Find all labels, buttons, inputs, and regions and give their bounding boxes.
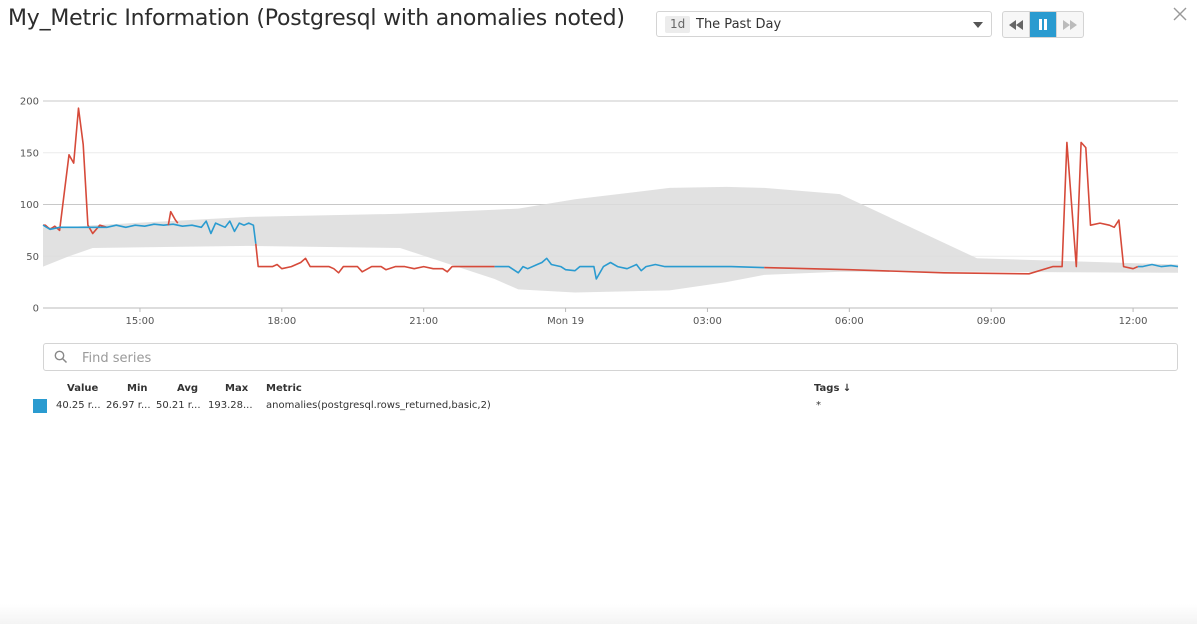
page-title: My_Metric Information (Postgresql with a… xyxy=(8,6,625,31)
search-icon xyxy=(54,350,68,364)
find-series-box xyxy=(43,343,1178,371)
anomaly-band xyxy=(43,186,1178,293)
series-line-anomaly xyxy=(255,243,495,274)
pause-button[interactable] xyxy=(1030,12,1057,37)
legend-header-metric[interactable]: Metric xyxy=(266,383,302,394)
rewind-button[interactable] xyxy=(1003,12,1030,37)
legend-cell-tags: * xyxy=(816,400,821,411)
x-tick-label: 21:00 xyxy=(409,316,438,327)
y-tick-label: 150 xyxy=(20,148,39,159)
series-line-anomaly xyxy=(764,141,1139,275)
rewind-icon xyxy=(1009,19,1023,30)
legend-header-value[interactable]: Value xyxy=(67,383,99,394)
legend-header-tags[interactable]: Tags ↓ xyxy=(814,383,852,394)
series-line-normal xyxy=(42,220,257,244)
playback-controls xyxy=(1002,11,1084,38)
series-line-anomaly xyxy=(43,107,108,235)
chevron-down-icon[interactable] xyxy=(973,22,983,28)
legend-cell-value: 40.25 r... xyxy=(56,400,101,411)
series-line-normal xyxy=(494,257,765,280)
x-tick-label: Mon 19 xyxy=(547,316,584,327)
x-tick-label: 15:00 xyxy=(126,316,155,327)
x-tick-label: 09:00 xyxy=(977,316,1006,327)
series-color-swatch[interactable] xyxy=(33,399,47,413)
timeseries-chart: 0 50 100 150 200 15:00 18:00 21:00 Mon 19 03:00 06… xyxy=(20,97,1179,327)
fast-forward-icon xyxy=(1063,19,1077,30)
y-tick-label: 0 xyxy=(33,304,39,315)
timeframe-selector[interactable]: 1d The Past Day xyxy=(656,11,992,37)
x-tick-label: 18:00 xyxy=(267,316,296,327)
legend-header-max[interactable]: Max xyxy=(225,383,249,394)
footer-bar xyxy=(0,604,1197,624)
timeframe-badge: 1d xyxy=(665,16,691,33)
legend-cell-min: 26.97 r... xyxy=(106,400,151,411)
y-tick-label: 100 xyxy=(20,200,39,211)
x-tick-label: 03:00 xyxy=(693,316,722,327)
fast-forward-button[interactable] xyxy=(1057,12,1083,37)
legend-header-min[interactable]: Min xyxy=(127,383,148,394)
search-input[interactable] xyxy=(80,347,1164,369)
pause-icon xyxy=(1039,19,1047,30)
legend-header-avg[interactable]: Avg xyxy=(177,383,199,394)
series-line-normal xyxy=(1137,263,1179,268)
legend-cell-metric[interactable]: anomalies(postgresql.rows_returned,basic… xyxy=(266,400,491,411)
x-tick-label: 12:00 xyxy=(1119,316,1148,327)
close-icon[interactable] xyxy=(1172,6,1188,22)
series-line-anomaly xyxy=(167,210,179,226)
legend-cell-avg: 50.21 r... xyxy=(156,400,201,411)
x-tick-label: 06:00 xyxy=(835,316,864,327)
legend-cell-max: 193.28... xyxy=(208,400,253,411)
y-tick-label: 50 xyxy=(26,252,39,263)
timeframe-label: The Past Day xyxy=(696,17,782,32)
y-tick-label: 200 xyxy=(20,97,39,108)
